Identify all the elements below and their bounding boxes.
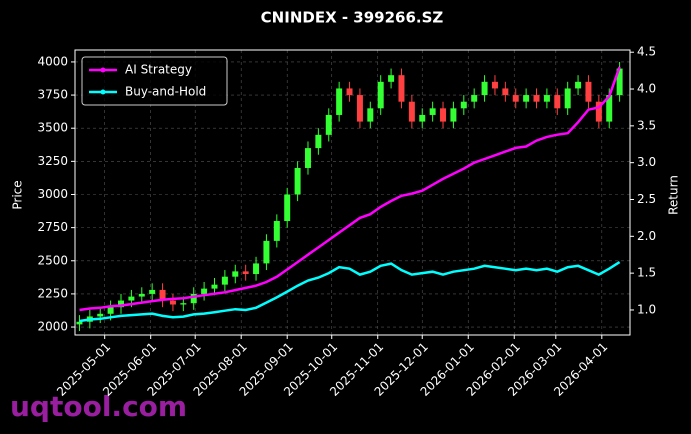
y2-tick-label: 2.0 xyxy=(637,229,656,243)
candle-body xyxy=(533,95,540,102)
candle-body xyxy=(97,313,104,317)
watermark: uqtool.com xyxy=(10,390,187,423)
candle-body xyxy=(585,81,592,102)
y2-tick-label: 4.0 xyxy=(637,82,656,96)
y-tick-label: 4000 xyxy=(37,54,68,68)
candle-body xyxy=(377,81,384,109)
candle-body xyxy=(315,134,322,149)
y-tick-label: 3750 xyxy=(37,88,68,102)
candle-body xyxy=(273,221,280,241)
candle-body xyxy=(440,108,447,122)
candle-body xyxy=(367,108,374,122)
candle-body xyxy=(221,276,228,285)
y-tick-label: 2750 xyxy=(37,220,68,234)
candle-body xyxy=(606,95,613,122)
legend-label: AI Strategy xyxy=(125,63,192,77)
candle-body xyxy=(575,81,582,89)
candle-body xyxy=(76,321,83,325)
candle-body xyxy=(429,108,436,115)
plot-frame xyxy=(74,49,631,336)
candle-body xyxy=(502,88,509,96)
candle-body xyxy=(564,88,571,109)
candle-body xyxy=(523,95,530,102)
y-tick-label: 3500 xyxy=(37,121,68,135)
candle-body xyxy=(284,194,291,221)
y-axis-label: Price xyxy=(11,180,25,209)
candle-body xyxy=(190,293,197,304)
candle-body xyxy=(128,296,135,301)
candle-body xyxy=(201,288,208,294)
legend-label: Buy-and-Hold xyxy=(125,85,206,99)
y2-tick-label: 1.5 xyxy=(637,266,656,280)
candle-body xyxy=(304,148,311,168)
candle-body xyxy=(554,95,561,109)
legend-box xyxy=(81,56,228,106)
candle-body xyxy=(356,95,363,122)
candle-body xyxy=(169,300,176,305)
candle-body xyxy=(491,81,498,89)
y2-axis-label: Return xyxy=(667,175,681,215)
candle-body xyxy=(481,81,488,96)
candle-body xyxy=(336,88,343,115)
legend: AI Strategy Buy-and-Hold xyxy=(81,56,228,106)
candle-body xyxy=(159,289,166,301)
y2-tick-label: 2.5 xyxy=(637,192,656,206)
candle-body xyxy=(211,284,218,289)
candle-body xyxy=(118,300,125,308)
candle-body xyxy=(543,95,550,102)
candle-body xyxy=(263,240,270,264)
candle-body xyxy=(616,68,623,96)
candle-body xyxy=(138,293,145,297)
candle-body xyxy=(180,303,187,305)
candle-body xyxy=(149,289,156,294)
chart-title: CNINDEX - 399266.SZ xyxy=(261,9,444,27)
candle-body xyxy=(595,101,602,122)
y-tick-label: 2000 xyxy=(37,320,68,334)
candle-body xyxy=(325,114,332,135)
candle-body xyxy=(398,75,405,102)
y2-tick-label: 3.0 xyxy=(637,155,656,169)
y-tick-label: 2500 xyxy=(37,253,68,267)
candle-body xyxy=(471,95,478,102)
candle-body xyxy=(107,307,114,314)
candle-body xyxy=(512,95,519,102)
candle-body xyxy=(242,271,249,275)
y2-tick-label: 1.0 xyxy=(637,302,656,316)
y2-tick-label: 3.5 xyxy=(637,118,656,132)
candle-body xyxy=(232,271,239,277)
y-tick-label: 3000 xyxy=(37,187,68,201)
y-tick-label: 2250 xyxy=(37,286,68,300)
candle-body xyxy=(419,114,426,122)
candle-body xyxy=(346,88,353,96)
y-tick-label: 3250 xyxy=(37,154,68,168)
return-line xyxy=(79,261,621,323)
candle-body xyxy=(450,108,457,122)
legend-marker xyxy=(100,89,106,95)
legend-marker xyxy=(100,67,106,73)
candle-body xyxy=(388,75,395,82)
candle-body xyxy=(408,101,415,122)
candle-body xyxy=(253,263,260,275)
return-line xyxy=(79,66,621,312)
y2-tick-label: 4.5 xyxy=(637,45,656,59)
candle-body xyxy=(460,101,467,109)
candle-body xyxy=(294,167,301,195)
